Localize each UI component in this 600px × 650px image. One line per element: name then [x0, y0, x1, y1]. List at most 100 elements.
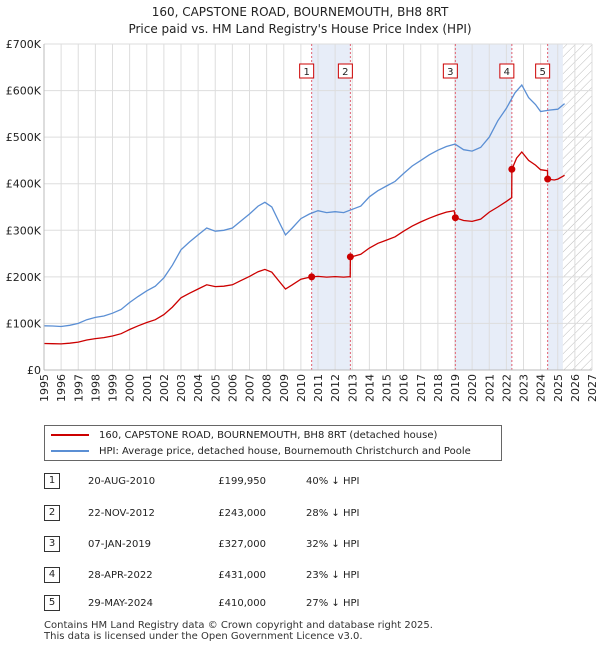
x-tick-label: 2017 — [415, 374, 428, 402]
legend-swatch-property — [51, 434, 89, 436]
legend-item-hpi: HPI: Average price, detached house, Bour… — [51, 444, 471, 460]
x-tick-label: 2024 — [535, 374, 548, 402]
sale-period-shade — [455, 44, 512, 370]
x-tick-label: 2010 — [295, 374, 308, 402]
sale-price: £243,000 — [218, 508, 266, 519]
sale-hpi-diff: 23% ↓ HPI — [306, 570, 360, 581]
sale-marker-box — [299, 63, 315, 79]
footer-line-1: Contains HM Land Registry data © Crown c… — [44, 620, 433, 631]
legend-label-property: 160, CAPSTONE ROAD, BOURNEMOUTH, BH8 8RT… — [99, 430, 438, 441]
y-tick-label: £0 — [27, 364, 41, 377]
sale-hpi-diff: 28% ↓ HPI — [306, 508, 360, 519]
x-tick-label: 2022 — [500, 374, 513, 402]
x-tick-label: 1996 — [55, 374, 68, 402]
x-tick-label: 2015 — [381, 374, 394, 402]
sale-marker-box — [442, 63, 458, 79]
x-tick-label: 2013 — [346, 374, 359, 402]
sale-row: 4 28-APR-2022 £431,000 23% ↓ HPI — [44, 566, 464, 586]
x-tick-label: 2020 — [466, 374, 479, 402]
x-tick-label: 2016 — [398, 374, 411, 402]
x-tick-label: 2018 — [432, 374, 445, 402]
x-tick-label: 2012 — [329, 374, 342, 402]
sale-period-shade — [311, 44, 351, 370]
sale-marker-box — [337, 63, 353, 79]
legend: 160, CAPSTONE ROAD, BOURNEMOUTH, BH8 8RT… — [44, 425, 502, 461]
sale-number-badge: 4 — [44, 567, 60, 583]
y-tick-label: £300K — [6, 224, 42, 237]
sale-date: 20-AUG-2010 — [88, 476, 156, 487]
sale-marker-box — [499, 63, 515, 79]
sale-number-badge: 2 — [44, 505, 60, 521]
sale-marker-label: 5 — [539, 67, 545, 78]
sale-hpi-diff: 27% ↓ HPI — [306, 598, 360, 609]
property-series-line — [43, 150, 565, 345]
x-tick-label: 2025 — [552, 374, 565, 402]
y-tick-label: £400K — [6, 178, 42, 191]
x-tick-label: 2026 — [569, 374, 582, 402]
sale-hpi-diff: 32% ↓ HPI — [306, 539, 360, 550]
sale-number-badge: 1 — [44, 473, 60, 489]
sale-price: £199,950 — [218, 476, 266, 487]
x-tick-label: 2009 — [278, 374, 291, 402]
x-tick-label: 2006 — [226, 374, 239, 402]
x-tick-label: 1998 — [89, 374, 102, 402]
sale-marker-label: 3 — [447, 67, 453, 78]
x-tick-label: 1995 — [38, 374, 51, 402]
y-tick-label: £700K — [6, 38, 42, 51]
y-tick-label: £500K — [6, 131, 42, 144]
sale-marker-label: 1 — [303, 67, 309, 78]
sale-marker-box — [535, 63, 551, 79]
x-tick-label: 2002 — [158, 374, 171, 402]
y-tick-label: £100K — [6, 317, 42, 330]
sale-marker-label: 4 — [504, 67, 510, 78]
sale-hpi-diff: 40% ↓ HPI — [306, 476, 360, 487]
sale-point — [508, 165, 516, 173]
sale-point — [451, 214, 459, 222]
chart-title: 160, CAPSTONE ROAD, BOURNEMOUTH, BH8 8RT… — [0, 4, 600, 38]
sale-point — [308, 273, 316, 281]
sale-period-shade — [547, 44, 563, 370]
sale-date: 07-JAN-2019 — [88, 539, 152, 550]
sale-marker-label: 2 — [342, 67, 348, 78]
title-line-2: Price paid vs. HM Land Registry's House … — [128, 22, 472, 36]
sale-date: 28-APR-2022 — [88, 570, 153, 581]
x-tick-label: 1997 — [72, 374, 85, 402]
y-tick-label: £600K — [6, 85, 42, 98]
footer-attribution: Contains HM Land Registry data © Crown c… — [44, 620, 433, 642]
sale-price: £410,000 — [218, 598, 266, 609]
sale-number-badge: 3 — [44, 536, 60, 552]
sale-row: 5 29-MAY-2024 £410,000 27% ↓ HPI — [44, 594, 464, 614]
x-tick-label: 2001 — [141, 374, 154, 402]
sale-row: 1 20-AUG-2010 £199,950 40% ↓ HPI — [44, 472, 464, 492]
x-tick-label: 2021 — [483, 374, 496, 402]
x-tick-label: 1999 — [107, 374, 120, 402]
footer-line-2: This data is licensed under the Open Gov… — [44, 631, 363, 642]
x-tick-label: 2000 — [124, 374, 137, 402]
x-tick-label: 2008 — [261, 374, 274, 402]
legend-label-hpi: HPI: Average price, detached house, Bour… — [99, 446, 471, 457]
x-tick-label: 2003 — [175, 374, 188, 402]
x-tick-label: 2004 — [192, 374, 205, 402]
title-line-1: 160, CAPSTONE ROAD, BOURNEMOUTH, BH8 8RT — [151, 5, 449, 19]
sale-date: 29-MAY-2024 — [88, 598, 154, 609]
legend-swatch-hpi — [51, 450, 89, 452]
x-tick-label: 2011 — [312, 374, 325, 402]
hpi-series-line — [43, 83, 566, 328]
legend-item-property: 160, CAPSTONE ROAD, BOURNEMOUTH, BH8 8RT… — [51, 428, 437, 444]
sale-price: £327,000 — [218, 539, 266, 550]
sale-point — [346, 253, 354, 261]
price-chart: £0 £100K £200K £300K £400K £500K £600K £700K 199… — [6, 38, 599, 402]
y-tick-label: £200K — [6, 271, 42, 284]
x-tick-label: 2007 — [244, 374, 257, 402]
x-tick-label: 2027 — [586, 374, 599, 402]
sale-row: 3 07-JAN-2019 £327,000 32% ↓ HPI — [44, 535, 464, 555]
sale-point — [544, 175, 552, 183]
x-tick-label: 2005 — [209, 374, 222, 402]
sale-number-badge: 5 — [44, 595, 60, 611]
sale-row: 2 22-NOV-2012 £243,000 28% ↓ HPI — [44, 504, 464, 524]
x-tick-label: 2023 — [518, 374, 531, 402]
x-tick-label: 2014 — [363, 374, 376, 402]
sale-price: £431,000 — [218, 570, 266, 581]
forecast-hatch — [562, 44, 592, 370]
sale-date: 22-NOV-2012 — [88, 508, 155, 519]
